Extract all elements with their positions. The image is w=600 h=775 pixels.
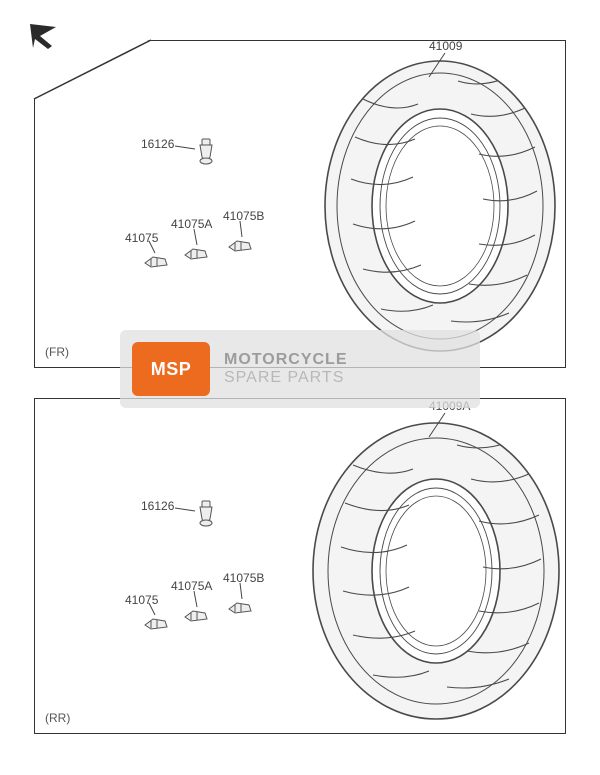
watermark-badge: MSP [132,342,210,396]
callout-valve-rear: 16126 [141,499,174,513]
panel-label-front: (FR) [45,345,69,359]
panel-front: (FR) [34,40,566,368]
weight-front-2-icon [183,245,209,266]
diagram-page: (FR) [0,0,600,775]
weight-rear-3-icon [227,599,253,620]
weight-front-1-icon [143,253,169,274]
callout-weight2-rear: 41075A [171,579,212,593]
watermark-line1: MOTORCYCLE [224,351,347,369]
watermark-text: MOTORCYCLE SPARE PARTS [224,351,347,387]
watermark-line2: SPARE PARTS [224,369,347,387]
callout-weight3-rear: 41075B [223,571,264,585]
panel-label-rear: (RR) [45,711,70,725]
callout-weight1-rear: 41075 [125,593,158,607]
weight-front-3-icon [227,237,253,258]
panel-rear: (RR) [34,398,566,734]
valve-front-icon [195,137,217,172]
watermark: MSP MOTORCYCLE SPARE PARTS [120,330,480,408]
callout-weight3-front: 41075B [223,209,264,223]
weight-rear-2-icon [183,607,209,628]
callout-valve-front: 16126 [141,137,174,151]
callout-weight1-front: 41075 [125,231,158,245]
weight-rear-1-icon [143,615,169,636]
callout-tire-front: 41009 [429,39,462,53]
tire-front-icon [323,59,557,358]
arrow-indicator-icon [28,22,68,57]
callout-weight2-front: 41075A [171,217,212,231]
tire-rear-icon [311,421,561,726]
valve-rear-icon [195,499,217,534]
